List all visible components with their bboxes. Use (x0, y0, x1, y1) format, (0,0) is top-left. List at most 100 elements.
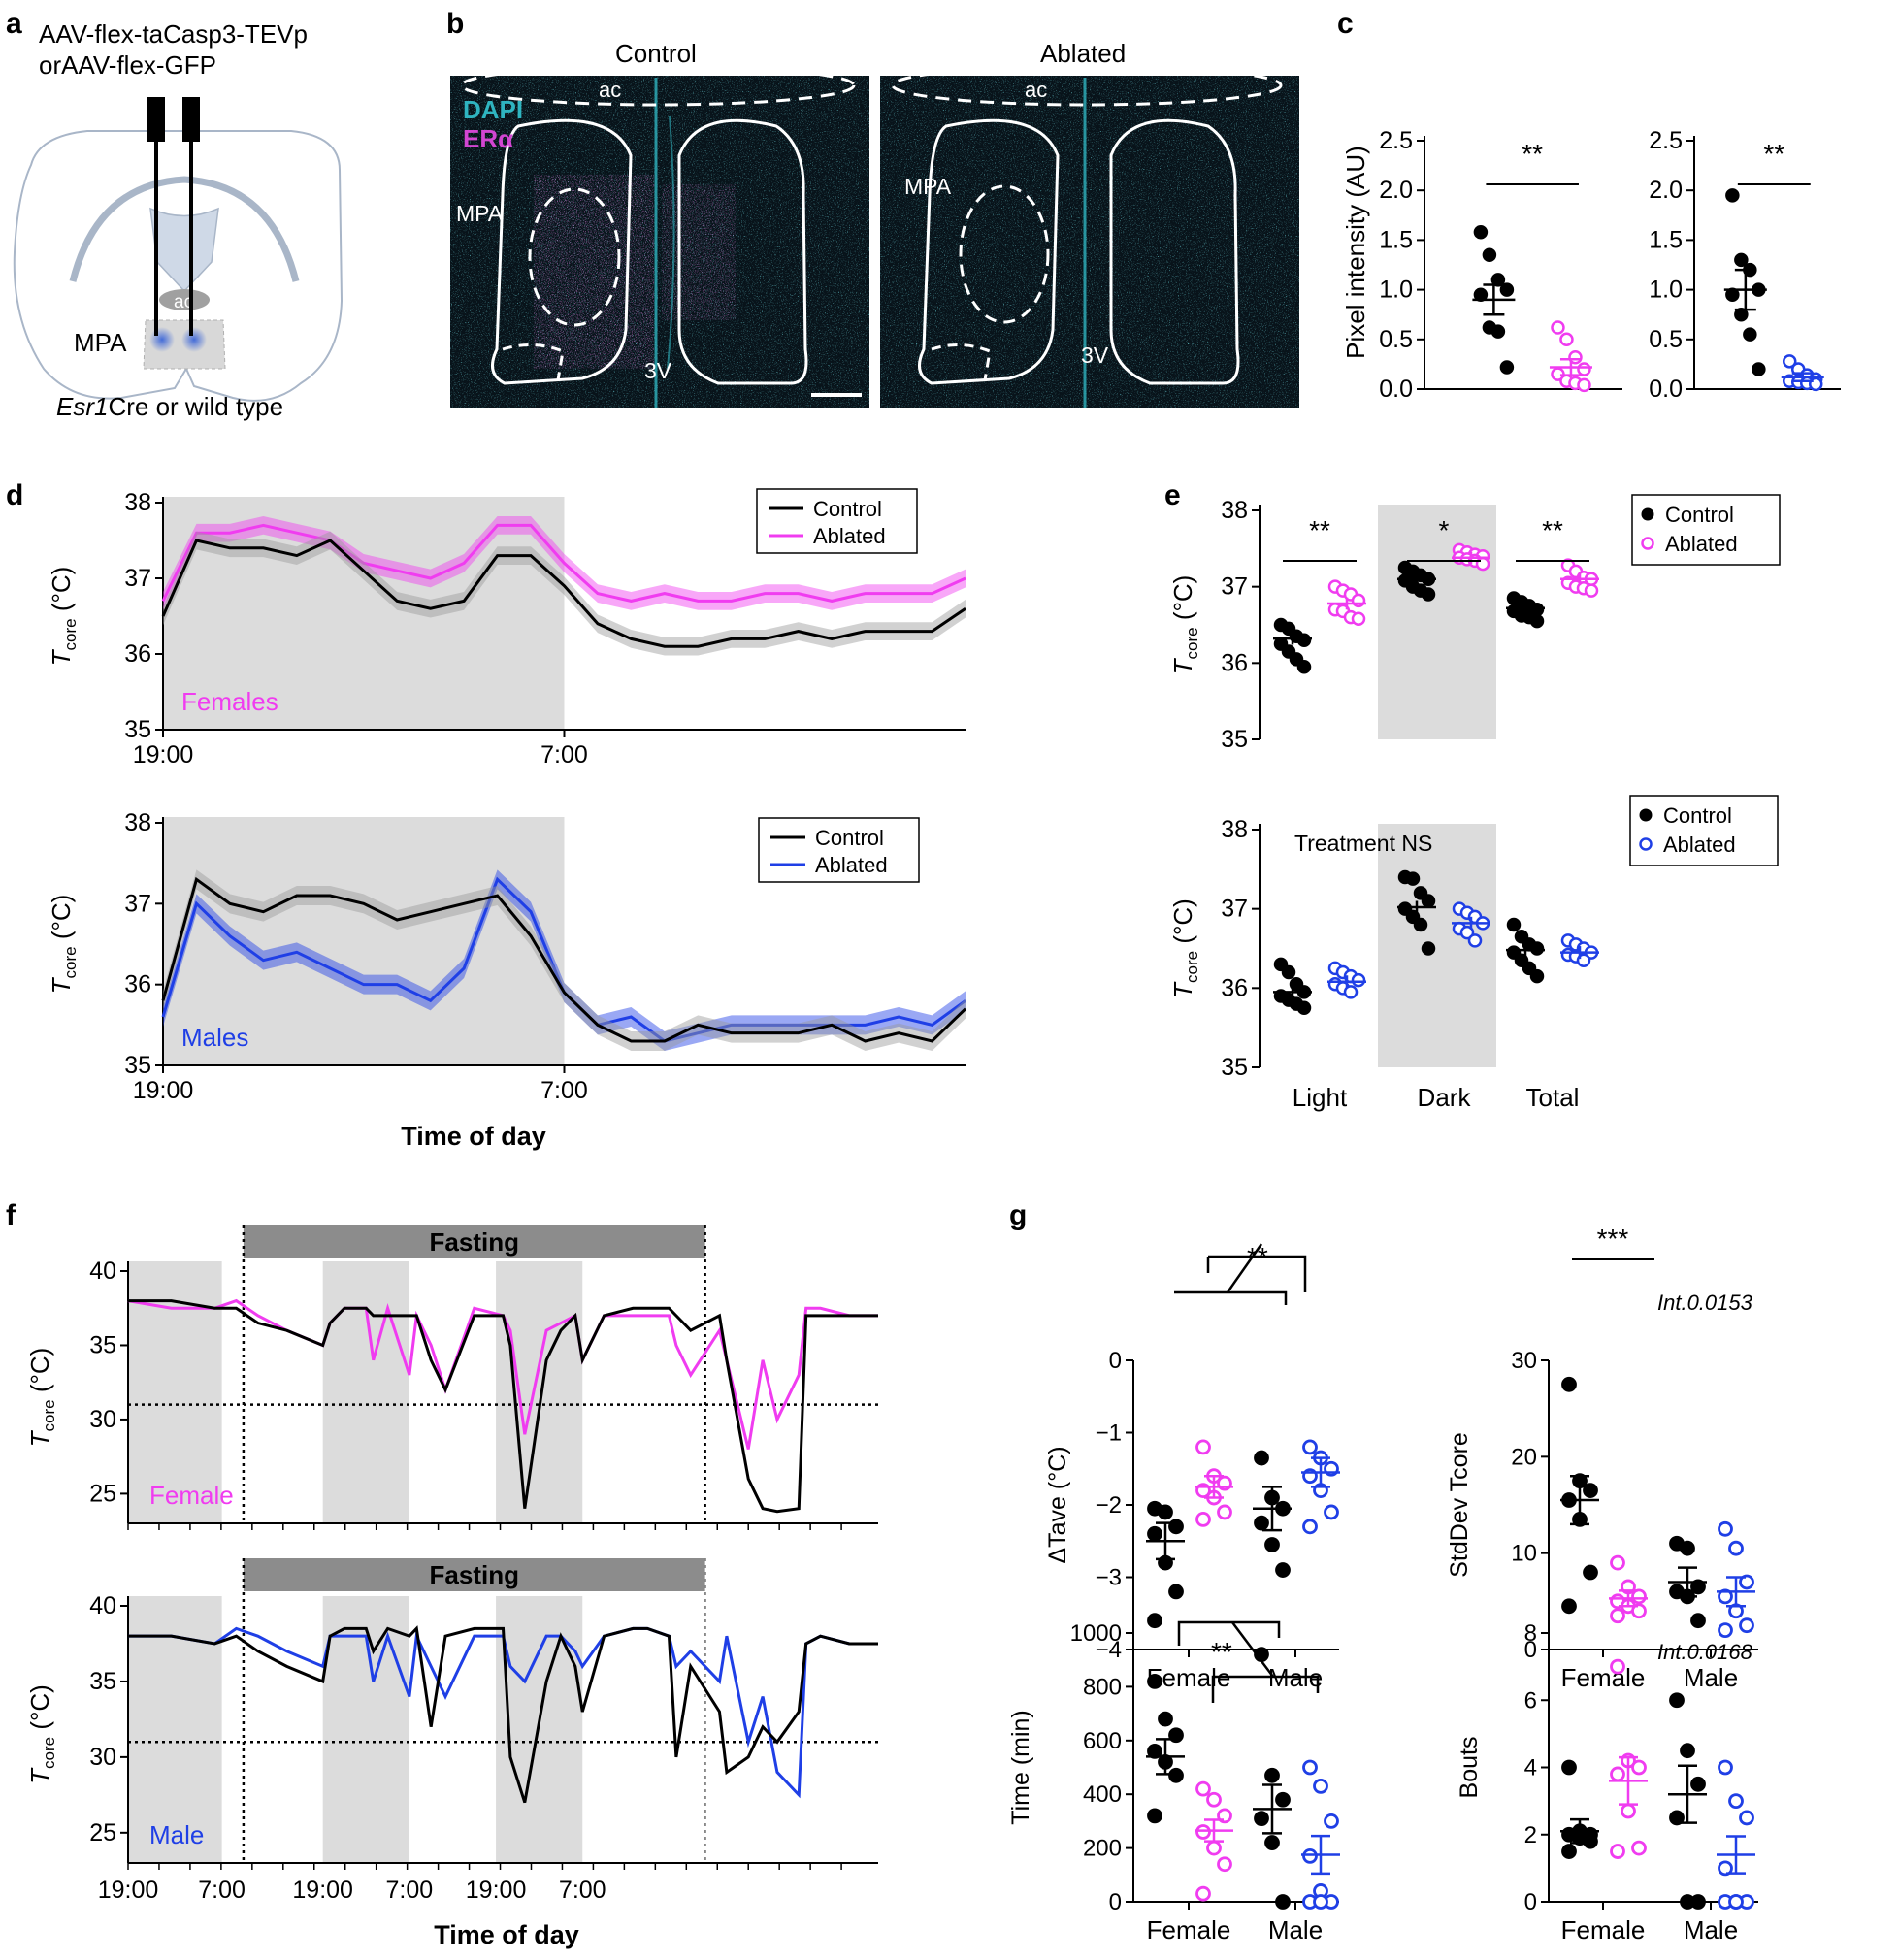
e-females-point (1351, 611, 1366, 626)
d-males-x-tick-label: 7:00 (540, 1077, 588, 1104)
g-sd-point (1561, 1376, 1577, 1392)
d-females-y-tick-label: 37 (124, 565, 151, 592)
g-bouts-y-tick-label: 0 (1524, 1889, 1537, 1915)
g-delta-point (1275, 1562, 1291, 1578)
c-female-y-tick-label: 1.0 (1379, 277, 1413, 304)
e-females-legend-ablated: Ablated (1665, 532, 1738, 556)
d-females-x-tick-label: 7:00 (540, 741, 588, 768)
g-delta-ylabel: ΔTave (°C) (1044, 1446, 1071, 1563)
d-females-dark-period (163, 497, 565, 730)
panel-label-a: a (6, 8, 22, 40)
e-males-legend-control: Control (1663, 803, 1732, 828)
g-sd-point (1728, 1540, 1744, 1556)
d-males-legend-control: Control (815, 826, 884, 850)
d-males-ylabel-unit: (°C) (47, 895, 76, 947)
d-females-x-tick-label: 19:00 (133, 741, 194, 768)
e-females-y-tick-label: 36 (1221, 649, 1248, 676)
c-female-point (1490, 324, 1506, 339)
g-delta-point (1302, 1519, 1318, 1535)
genotype-caption: Esr1Cre or wild type (56, 392, 283, 421)
panel-label-f: f (6, 1199, 16, 1231)
d-males-y-tick-label: 36 (124, 971, 151, 998)
panel-d-xlabel: Time of day (401, 1122, 546, 1151)
c-male-point (1782, 354, 1797, 369)
d-males-line-control (161, 876, 967, 1043)
g-time-point (1168, 1767, 1184, 1783)
e-females-dark-shade (1378, 505, 1496, 739)
f-male-y-tick-label: 35 (89, 1668, 116, 1695)
e-males-point (1467, 933, 1483, 948)
panel-c: c Pixel intensity (AU) 2.5 2.0 1.5 1.0 0.5 0.… (1337, 8, 1841, 403)
g-time-y-tick-label: 400 (1083, 1781, 1122, 1808)
e-females-sig: ** (1309, 515, 1330, 545)
g-time-point (1313, 1894, 1328, 1910)
d-females-ylabel-main: T (47, 648, 76, 666)
panel-c-male-plot: 2.5 2.0 1.5 1.0 0.5 0.0 ** (1649, 127, 1841, 403)
ac-label-ablated: ac (1025, 78, 1047, 102)
g-sd-point (1610, 1608, 1625, 1624)
g-time-point (1147, 1673, 1162, 1689)
g-bouts-point (1669, 1810, 1685, 1826)
e-males-y-tick-label: 37 (1221, 896, 1248, 923)
c-female-point (1577, 377, 1591, 393)
g-sd-y-tick-label: 0 (1524, 1637, 1537, 1663)
g-delta-y-tick-label: 0 (1109, 1348, 1122, 1374)
c-male-point (1743, 327, 1757, 342)
g-time-point (1324, 1813, 1339, 1829)
e-females-ylabel-sub: core (1183, 627, 1201, 659)
g-time-point (1195, 1780, 1211, 1797)
3v-label-control: 3V (644, 358, 672, 383)
mpa-label-control: MPA (456, 201, 504, 226)
panel-a: a AAV-flex-taCasp3-TEVp orAAV-flex-GFP a… (6, 8, 344, 421)
g-sd-point (1739, 1617, 1754, 1634)
g-time-y-tick-label: 0 (1109, 1889, 1122, 1915)
f-female-y-tick-label: 40 (89, 1258, 116, 1285)
f-female-y-tick-label: 25 (89, 1480, 116, 1507)
e-males-point (1421, 894, 1436, 908)
virus-line-1: AAV-flex-taCasp3-TEVp (39, 19, 308, 49)
e-females-legend-swatch-control (1641, 507, 1654, 521)
g-sd-point (1561, 1598, 1577, 1615)
d-males-y-tick-label: 38 (124, 809, 151, 836)
e-females-legend-box (1631, 494, 1781, 566)
g-bouts-y-tick-label: 8 (1524, 1620, 1537, 1647)
d-males-y-tick-label: 37 (124, 890, 151, 917)
c-male-y-tick-label: 2.0 (1649, 177, 1683, 204)
g-bouts-interaction: Int.0.0168 (1657, 1640, 1753, 1664)
g-sd-sig: *** (1597, 1224, 1629, 1254)
g-delta-point (1168, 1584, 1184, 1600)
g-sd-point (1739, 1574, 1754, 1590)
panel-e-males-plot: 38 37 36 35 Tcore (°C) Treatment NS Light Dark T… (1168, 795, 1779, 1112)
g-bouts-y-tick-label: 6 (1524, 1687, 1537, 1714)
g-bouts-point (1561, 1759, 1577, 1776)
ablated-image-title: Ablated (1040, 39, 1126, 68)
e-males-point (1413, 917, 1428, 932)
f-female-sex-label: Female (149, 1481, 234, 1510)
panel-label-b: b (446, 8, 464, 40)
c-female-point (1473, 224, 1489, 240)
g-sd-point (1631, 1603, 1647, 1619)
d-males-sem-band (163, 869, 966, 1051)
e-females-sig: * (1439, 515, 1450, 545)
g-time-y-tick-label: 1000 (1070, 1620, 1122, 1647)
g-delta-point (1195, 1512, 1211, 1527)
optic-fiber-right (182, 97, 200, 336)
d-females-sex-label: Females (181, 687, 278, 716)
c-male-y-tick-label: 0.0 (1649, 376, 1683, 403)
f-male-fasting-bar (243, 1558, 705, 1591)
f-male-x-tick-label: 7:00 (198, 1877, 246, 1904)
e-males-y-tick-label: 38 (1221, 816, 1248, 843)
g-delta-point (1195, 1439, 1211, 1455)
f-male-fasting-label: Fasting (430, 1560, 519, 1589)
e-females-ylabel-main: T (1168, 657, 1197, 674)
e-males-ylabel-unit: (°C) (1168, 898, 1197, 951)
f-female-ylabel-unit: (°C) (25, 1348, 54, 1400)
d-females-y-tick-label: 36 (124, 640, 151, 668)
g-time-point (1275, 1894, 1291, 1910)
g-time-sig: ** (1211, 1637, 1232, 1667)
e-females-point (1296, 633, 1312, 647)
d-males-y-tick-label: 35 (124, 1052, 151, 1079)
f-male-x-tick-label: 19:00 (98, 1877, 159, 1904)
